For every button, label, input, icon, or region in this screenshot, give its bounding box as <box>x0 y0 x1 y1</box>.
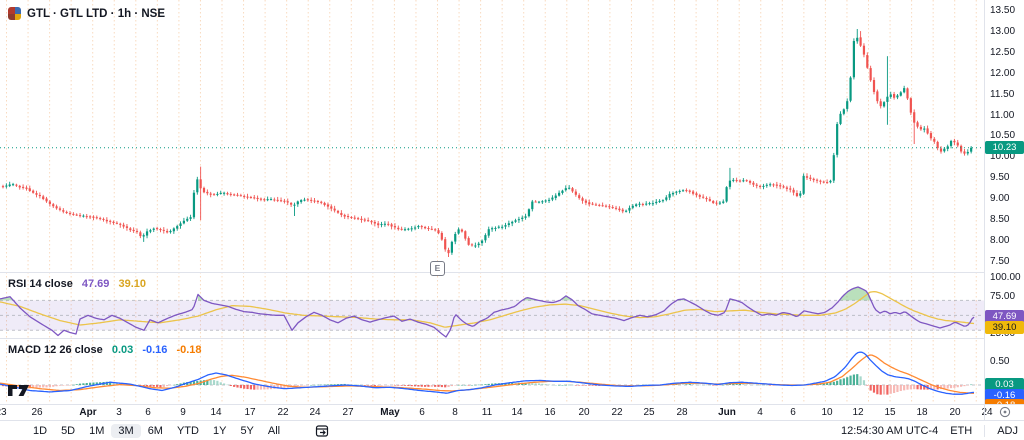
axis-tick-label: 8.50 <box>990 214 1010 226</box>
time-axis-label: 11 <box>481 407 493 418</box>
axis-value-badge: 39.10 <box>985 321 1024 334</box>
session-toggle[interactable]: ETH <box>950 425 973 437</box>
axis-tick-label: 10.00 <box>990 151 1016 163</box>
rsi-value: 47.69 <box>81 278 110 290</box>
rsi-legend-label: RSI 14 close <box>8 278 73 290</box>
macd-legend-label: MACD 12 26 close <box>8 344 103 356</box>
time-axis-label: 27 <box>342 407 354 418</box>
time-axis-label: May <box>380 407 400 418</box>
toolbar-divider <box>984 425 986 437</box>
pane-separator[interactable] <box>0 338 1024 339</box>
axis-tick-label: 13.00 <box>990 25 1016 37</box>
range-button-1y[interactable]: 1Y <box>212 425 227 437</box>
axis-tick-label: 7.50 <box>990 255 1010 267</box>
axis-value-badge: 47.69 <box>985 310 1024 323</box>
rsi-ma-value: 39.10 <box>118 278 147 290</box>
time-axis-label: 22 <box>277 407 289 418</box>
axis-value-badge: 0.03 <box>985 378 1024 391</box>
axis-tick-label: 11.00 <box>990 109 1015 121</box>
axis-value-badge: -0.16 <box>985 389 1024 402</box>
axis-tick-label: 11.50 <box>990 88 1015 100</box>
range-button-1d[interactable]: 1D <box>33 425 48 437</box>
axis-tick-label: 9.00 <box>990 193 1010 205</box>
time-axis-label: 9 <box>180 407 186 418</box>
time-axis-label: 4 <box>757 407 763 418</box>
time-axis-label: 28 <box>676 407 688 418</box>
time-axis-label: 3 <box>116 407 122 418</box>
rsi-legend[interactable]: RSI 14 close 47.69 39.10 <box>8 277 146 291</box>
earnings-marker[interactable]: E <box>430 261 445 276</box>
bottom-toolbar: 1D 5D 1M 3M 6M YTD 1Y 5Y All 12:54:30 AM UTC-4 E… <box>0 420 1024 440</box>
toolbar-right: 12:54:30 AM UTC-4 ETH ADJ <box>841 421 1018 440</box>
axis-tick-label: 10.50 <box>990 130 1016 142</box>
time-axis-label: 22 <box>611 407 623 418</box>
time-axis-label: Apr <box>79 407 97 418</box>
time-axis-corner <box>984 404 1024 420</box>
tradingview-logo[interactable] <box>8 384 30 397</box>
axis-tick-label: 75.00 <box>990 290 1016 302</box>
time-axis-label: 15 <box>884 407 896 418</box>
axis-tick-label: 12.00 <box>990 67 1016 79</box>
time-axis-label: Jun <box>718 407 736 418</box>
time-axis-label: 8 <box>452 407 458 418</box>
time-axis-label: 12 <box>852 407 864 418</box>
time-axis-label: 6 <box>419 407 425 418</box>
pane-separator[interactable] <box>0 272 1024 273</box>
macd-value: -0.16 <box>142 344 168 356</box>
time-axis-label: 18 <box>916 407 928 418</box>
symbol-legend[interactable]: GTL · GTL LTD · 1h · NSE <box>8 7 165 20</box>
range-button-3m[interactable]: 3M <box>111 424 141 438</box>
range-button-5y[interactable]: 5Y <box>240 425 254 437</box>
range-button-1m[interactable]: 1M <box>89 425 105 437</box>
time-axis-label: 6 <box>790 407 796 418</box>
time-axis-label: 16 <box>544 407 556 418</box>
symbol-title[interactable]: GTL · GTL LTD · 1h · NSE <box>27 7 165 20</box>
range-button-5d[interactable]: 5D <box>61 425 76 437</box>
time-axis-label: 14 <box>511 407 523 418</box>
time-axis-label: 24 <box>309 407 321 418</box>
range-buttons: 1D 5D 1M 3M 6M YTD 1Y 5Y All <box>26 424 287 438</box>
time-axis-label: 14 <box>210 407 222 418</box>
time-axis-label: 10 <box>821 407 833 418</box>
time-axis-label: 24 <box>981 407 993 418</box>
range-button-all[interactable]: All <box>267 425 281 437</box>
adjustment-toggle[interactable]: ADJ <box>997 425 1018 437</box>
symbol-logo-icon <box>8 7 21 20</box>
axis-tick-label: 8.00 <box>990 235 1010 247</box>
time-axis-label: 23 <box>0 407 7 418</box>
axis-value-badge: 10.23 <box>985 141 1024 154</box>
calendar-go-to-date-icon <box>316 425 329 437</box>
go-to-date-button[interactable] <box>315 424 330 438</box>
time-axis-label: 6 <box>145 407 151 418</box>
price-axis[interactable]: 13.50 13.00 12.50 12.00 11.50 11.00 10.50 10.00… <box>984 0 1024 404</box>
axis-value-badge: -0.18 <box>985 399 1024 404</box>
timezone-settings-icon[interactable] <box>999 406 1011 418</box>
time-axis-label: 20 <box>949 407 961 418</box>
axis-tick-label: 100.00 <box>990 272 1021 283</box>
time-axis[interactable]: 23 26 Apr 3 6 9 14 17 22 24 27 May 6 8 11 14 16 20 22 25 28 J… <box>0 404 1024 421</box>
axis-tick-label: 12.50 <box>990 46 1016 58</box>
range-button-6m[interactable]: 6M <box>147 425 163 437</box>
time-axis-label: 25 <box>643 407 655 418</box>
range-button-ytd[interactable]: YTD <box>176 425 199 437</box>
time-axis-label: 26 <box>31 407 43 418</box>
time-axis-label: 20 <box>578 407 590 418</box>
axis-tick-label: 0.50 <box>990 356 1010 367</box>
macd-hist-value: 0.03 <box>111 344 134 356</box>
macd-signal-value: -0.18 <box>176 344 202 356</box>
clock-timestamp[interactable]: 12:54:30 AM UTC-4 <box>841 425 939 437</box>
chart-plot-area[interactable] <box>0 0 984 404</box>
time-axis-label: 17 <box>244 407 256 418</box>
axis-tick-label: 9.50 <box>990 172 1010 184</box>
axis-tick-label: 13.50 <box>990 5 1016 16</box>
macd-legend[interactable]: MACD 12 26 close 0.03 -0.16 -0.18 <box>8 343 202 357</box>
